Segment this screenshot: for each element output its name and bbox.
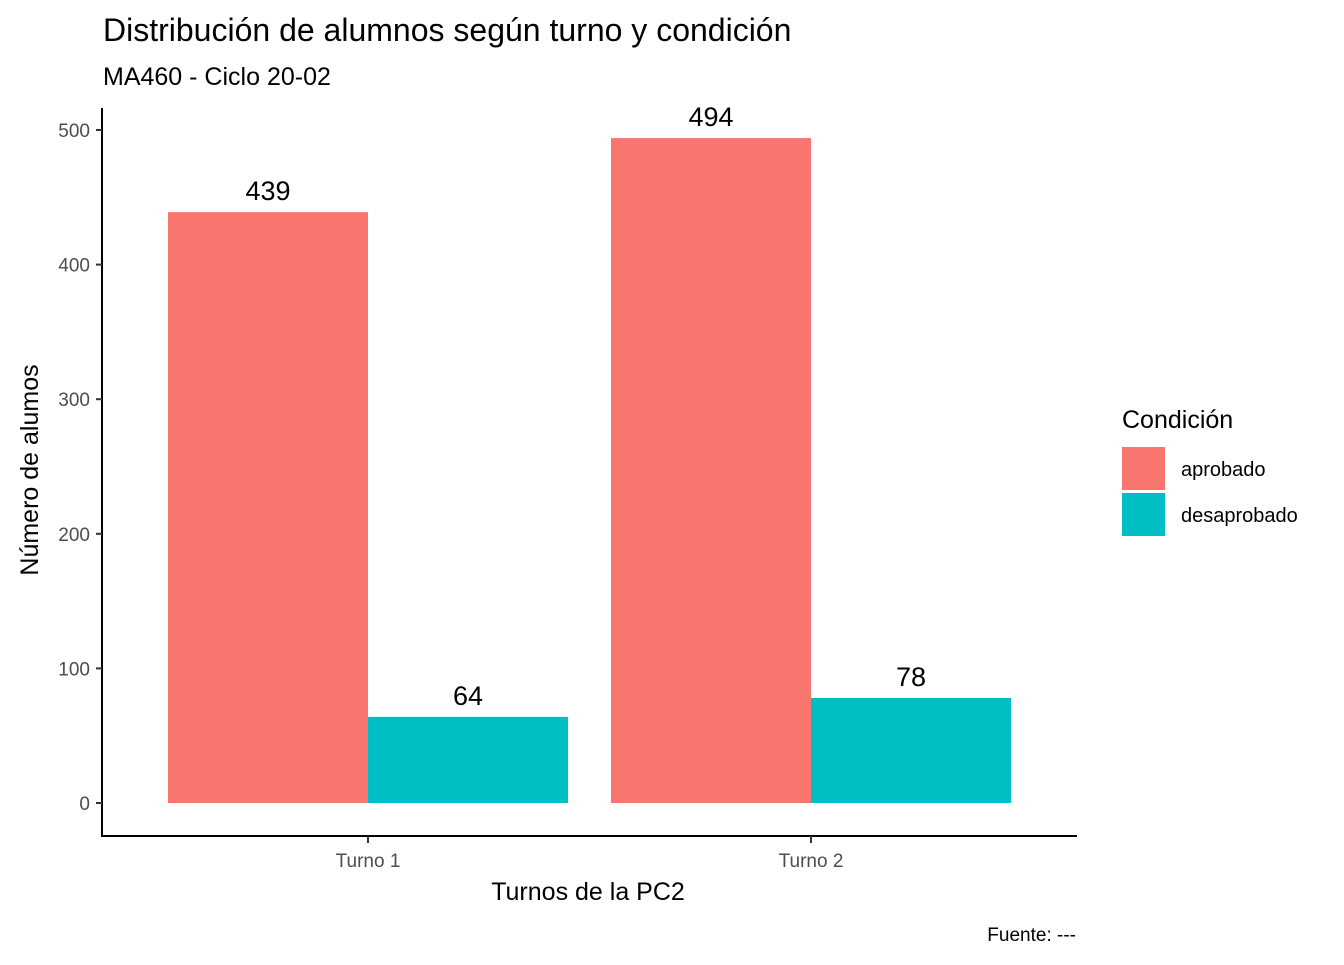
- legend-label: desaprobado: [1181, 505, 1298, 527]
- chart-title: Distribución de alumnos según turno y co…: [103, 12, 791, 48]
- data-label: 78: [896, 662, 926, 692]
- legend: Condición aprobado desaprobado: [1122, 406, 1298, 536]
- x-axis-title: Turnos de la PC2: [491, 878, 685, 906]
- bar-desaprobado-1: [368, 716, 568, 803]
- y-axis-title: Número de alumos: [16, 364, 44, 575]
- y-tick-label: 400: [58, 256, 90, 277]
- chart-caption: Fuente: ---: [987, 925, 1076, 946]
- legend-items: aprobado desaprobado: [1122, 447, 1298, 536]
- x-tick-label: Turno 1: [336, 851, 401, 872]
- y-tick-label: 500: [58, 121, 90, 142]
- legend-title: Condición: [1122, 406, 1233, 434]
- bar-aprobado-2: [611, 138, 811, 804]
- legend-label: aprobado: [1181, 459, 1266, 481]
- y-tick-label: 100: [58, 659, 90, 680]
- y-tick-label: 0: [79, 794, 90, 815]
- y-tick-label: 300: [58, 390, 90, 411]
- y-tick-label: 200: [58, 525, 90, 546]
- y-axis-ticks: 0 100 200 300 400 500: [58, 121, 102, 815]
- data-label: 64: [453, 681, 483, 711]
- bar-aprobado-1: [168, 212, 368, 803]
- bar-desaprobado-2: [811, 698, 1011, 803]
- chart-subtitle: MA460 - Ciclo 20-02: [103, 63, 331, 91]
- data-label: 439: [245, 176, 290, 206]
- x-tick-label: Turno 2: [779, 851, 844, 872]
- legend-key-desaprobado: [1122, 493, 1165, 536]
- data-label: 494: [688, 102, 733, 132]
- x-axis-ticks: Turno 1 Turno 2: [336, 836, 844, 872]
- legend-key-aprobado: [1122, 447, 1165, 490]
- plot-area: 439 64 494 78: [168, 102, 1011, 804]
